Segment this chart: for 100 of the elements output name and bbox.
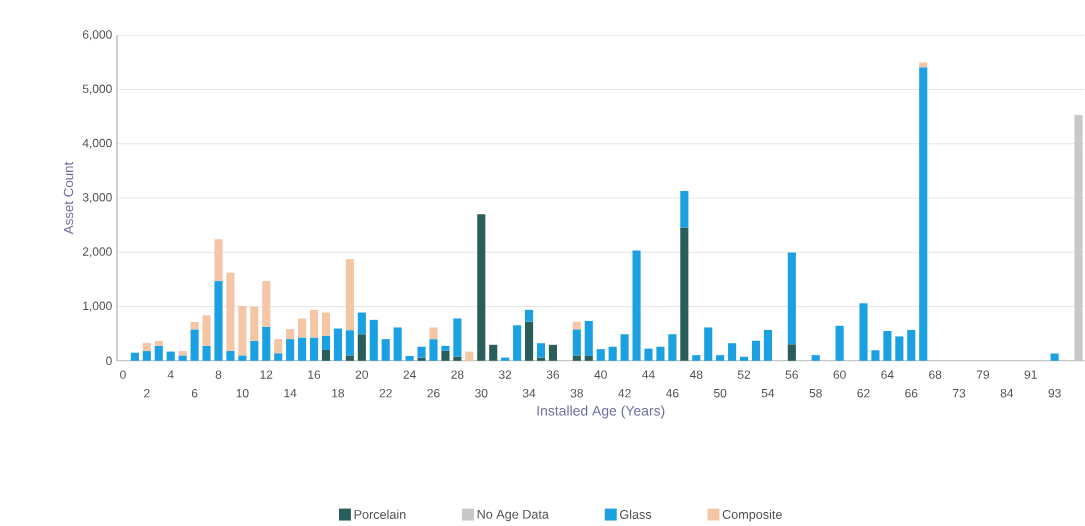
bar [477,214,486,361]
bar [238,355,247,361]
y-tick-label: 1,000 [83,301,112,312]
bar [345,330,354,356]
bar [740,356,749,361]
bar [321,335,331,350]
x-tick-label: 48 [689,370,703,379]
x-tick-label: 79 [976,370,990,379]
bar [572,329,581,356]
bar [357,334,366,361]
bar [524,321,534,361]
bar [274,353,283,361]
bar [286,329,295,340]
x-tick-label: 91 [1024,370,1037,379]
x-tick-label: 73 [953,388,966,398]
x-tick-label: 84 [1000,388,1014,398]
y-tick-label: 5,000 [82,84,112,95]
x-tick-label: 58 [809,388,822,398]
x-tick-label: 16 [308,370,321,379]
x-tick-label: 18 [332,388,345,398]
x-tick-label: 54 [761,388,775,398]
x-tick-label: 32 [498,370,512,379]
x-tick-label: 34 [522,388,536,398]
bar [584,355,593,361]
bar [405,355,414,361]
bar [859,303,868,361]
bar [1050,353,1059,361]
x-tick-label: 8 [215,370,222,379]
bar [262,326,271,361]
bar [465,351,474,361]
bar [895,336,904,361]
bar [369,319,378,361]
bar [345,355,354,361]
bar [154,340,163,346]
bar [166,351,175,361]
bar [763,329,773,361]
bar [835,325,844,361]
bar [238,305,247,356]
bar [226,272,235,351]
bar [548,344,557,361]
x-tick-label: 66 [905,388,918,398]
x-tick-label: 4 [167,370,174,379]
y-tick-label: 2,000 [82,247,112,258]
bar [584,320,593,356]
bar [811,355,820,361]
y-axis-title: Asset Count [63,161,74,235]
x-tick-label: 6 [191,388,198,398]
bar [501,357,510,361]
bar [728,343,737,361]
bar [572,321,581,330]
y-tick-label: 3,000 [82,193,112,203]
x-tick-label: 26 [427,388,440,398]
x-axis-title: Installed Age (Years) [537,405,665,419]
bar [668,334,677,361]
bar [787,344,796,361]
bar [286,339,295,361]
bar [142,342,151,351]
y-tick-label: 6,000 [82,30,112,41]
bar [632,250,641,361]
x-tick-label: 60 [833,370,846,379]
x-tick-label: 36 [546,370,560,379]
bar [656,346,665,361]
x-tick-label: 24 [403,370,416,379]
bar [716,355,725,361]
bar [704,327,713,361]
x-tick-label: 52 [737,370,751,379]
x-tick-label: 12 [260,370,273,379]
bar [536,343,546,358]
bar [907,329,916,361]
bar [142,350,151,361]
bar [298,318,307,338]
legend-label: Composite [722,509,782,522]
legend-label: Porcelain [354,509,406,519]
x-tick-label: 2 [144,388,150,398]
x-tick-label: 38 [570,388,583,398]
bar [596,349,605,361]
bar [154,345,163,361]
bar [572,355,581,361]
bar [429,327,438,340]
x-tick-label: 28 [451,370,464,379]
bar [871,350,880,361]
bar [536,357,546,361]
bar [883,330,892,361]
bar [393,327,402,361]
bar [692,355,701,361]
bar [1074,114,1083,361]
bar [345,259,354,331]
bar [441,345,450,351]
x-tick-label: 0 [120,370,126,379]
bar [381,339,390,361]
bar [250,306,259,341]
bar [453,318,462,357]
x-tick-label: 42 [618,388,631,398]
bar [429,339,438,361]
bar [190,329,199,361]
x-tick-label: 93 [1048,388,1061,398]
bar [620,334,629,361]
bar [298,337,307,361]
bar [274,339,283,354]
bar [309,309,319,338]
